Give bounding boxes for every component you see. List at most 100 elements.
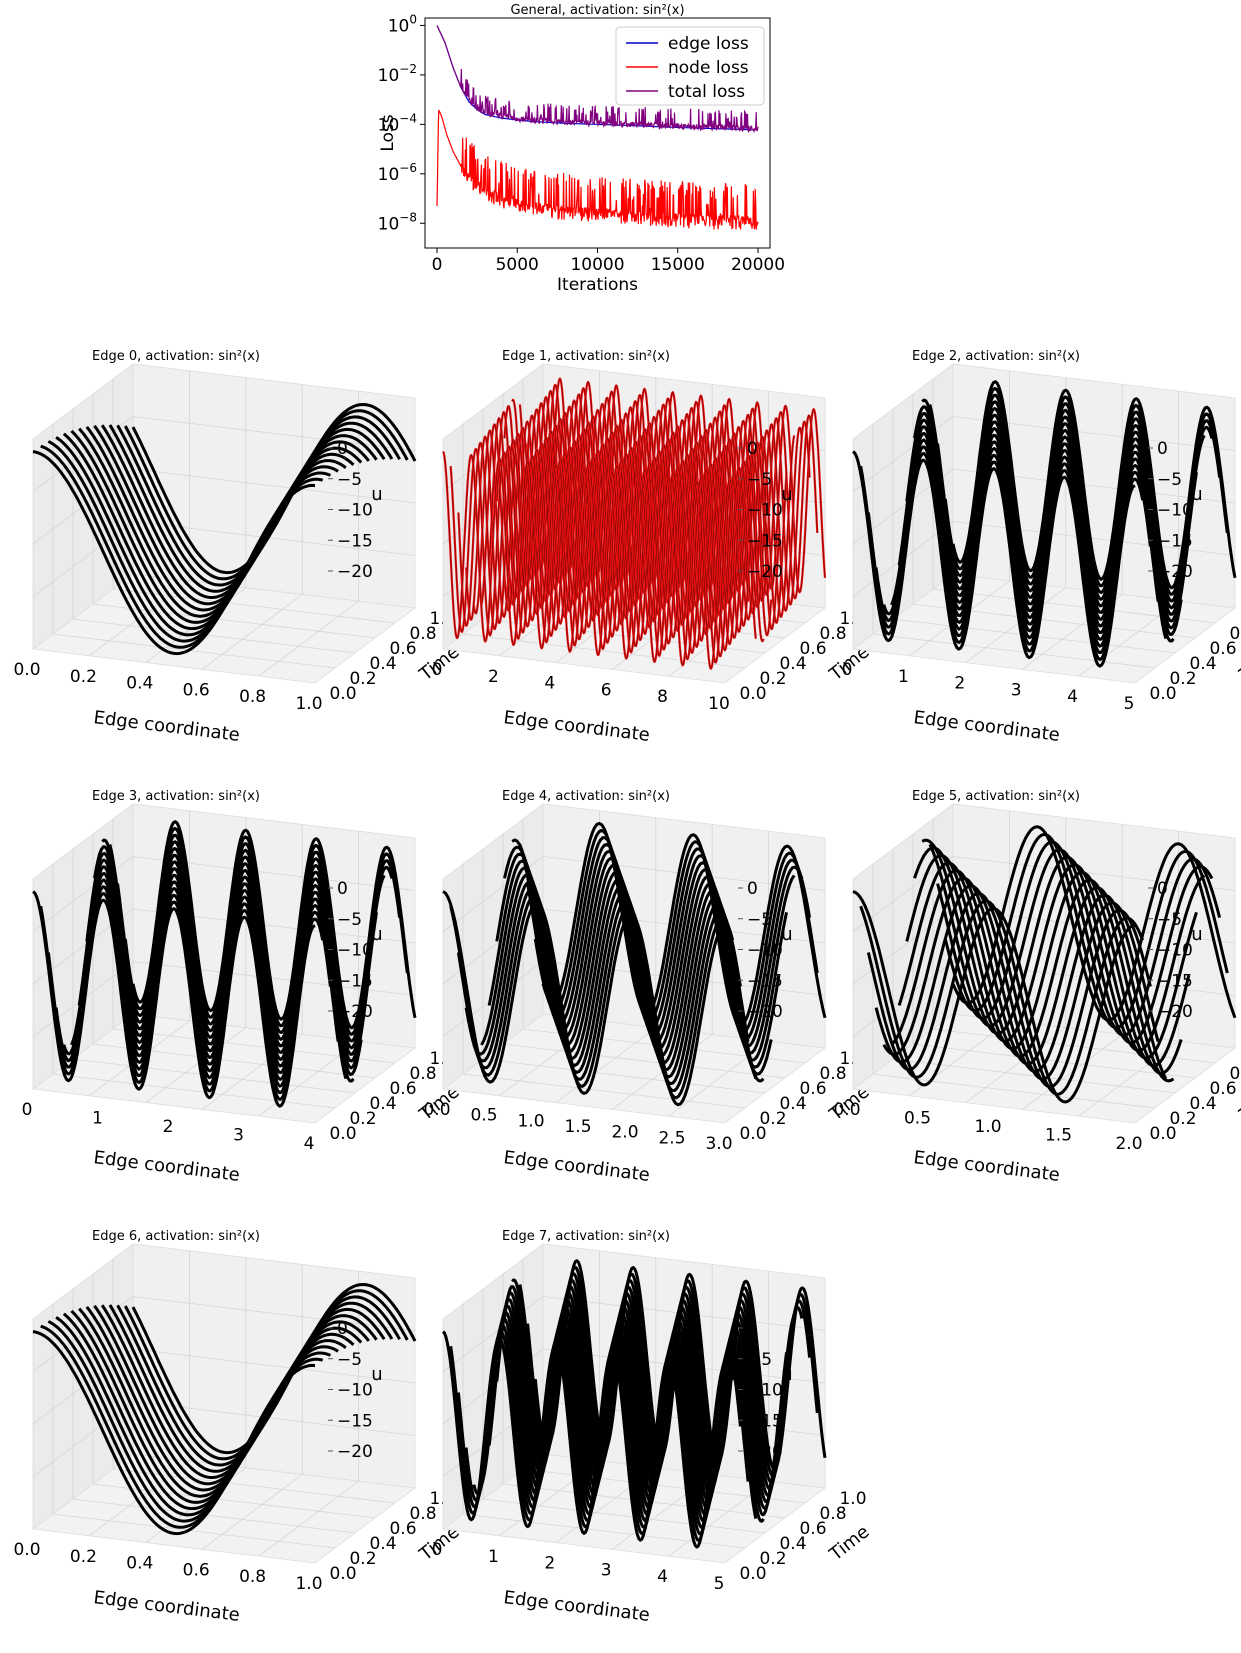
loss-y-axis-label: Loss (378, 114, 398, 151)
edge-panel-2: Edge 2, activation: sin²(x) 0 1 2 3 4 5 Edge co… (842, 349, 1241, 746)
grid-line (52, 1073, 336, 1109)
time-slice-curve (78, 1307, 363, 1498)
edge-y-tick-label: 1.0 (839, 1489, 866, 1509)
edge-y-tick-label: 0.4 (779, 1534, 806, 1554)
edge-panel-title: Edge 1, activation: sin²(x) (502, 349, 670, 364)
grid-line (852, 908, 954, 985)
edge-y-tick-label: 0.2 (759, 1109, 786, 1129)
edge-z-tick-label: −15 (337, 1411, 373, 1431)
edge-x-tick-label: 8 (657, 687, 668, 707)
edge-y-tick-label: 0.8 (819, 624, 846, 644)
time-slice-curve (541, 821, 827, 1027)
edge-x-tick-label: 0.5 (470, 1106, 497, 1126)
edge-x-tick-label: 1.0 (295, 1574, 322, 1594)
edge-y-tick-label: 0.2 (759, 669, 786, 689)
loss-x-tick-label: 0 (432, 255, 443, 275)
edge-panel-0: Edge 0, activation: sin²(x)0.0 0.2 0.4 0.6 0… (13, 349, 463, 746)
time-slice-curve (441, 1330, 726, 1549)
edge-z-tick-label: −15 (747, 1411, 783, 1431)
edge-y-tick-label: 0.8 (409, 1504, 436, 1524)
edge-z-axis-label: u (1191, 924, 1202, 945)
edge-y-tick-label: 0.4 (779, 654, 806, 674)
edge-x-tick-label: 0.6 (183, 680, 210, 700)
edge-panel-title: Edge 5, activation: sin²(x) (912, 789, 1080, 804)
grid-line (72, 618, 356, 654)
time-slice-curve (874, 884, 1160, 1081)
time-slice-curve (472, 873, 758, 1080)
loss-x-tick-label: 15000 (651, 255, 705, 275)
edge-z-tick-label: −20 (1157, 1002, 1193, 1022)
edge-panel-title: Edge 7, activation: sin²(x) (502, 1229, 670, 1244)
edge-x-axis-label: Edge coordinate (912, 1147, 1060, 1186)
edge-panel-1: Edge 1, activation: sin²(x) 0 2 4 6 8 10 Edge c… (432, 349, 874, 746)
edge-y-tick-label: 0.8 (819, 1064, 846, 1084)
edge-x-tick-label: 4 (304, 1134, 315, 1154)
time-slice-curve (921, 838, 1206, 1052)
edge-y-tick-label: 0.4 (1189, 654, 1216, 674)
edge-x-tick-label: 2 (488, 667, 499, 687)
edge-panel-title: Edge 0, activation: sin²(x) (92, 349, 260, 364)
edge-y-tick-label: 0.6 (799, 639, 826, 659)
edge-z-tick-label: 0 (1157, 439, 1168, 459)
loss-x-axis-label: Iterations (557, 275, 638, 295)
time-slice-curve (852, 890, 1136, 1104)
edge-y-tick-label: 0.6 (1209, 1079, 1236, 1099)
grid-line (52, 1513, 336, 1549)
edge-z-tick-label: 0 (747, 1319, 758, 1339)
edge-z-tick-label: −15 (337, 971, 373, 991)
time-slice-curve (913, 846, 1198, 1060)
edge-x-tick-label: 0.6 (183, 1560, 210, 1580)
edge-x-tick-label: 2.0 (611, 1123, 638, 1143)
edge-z-tick-label: −10 (747, 1381, 783, 1401)
edge-panel-4: Edge 4, activation: sin²(x) 0.0 0.5 1.0 1.5 2… (423, 789, 873, 1186)
edge-y-tick-label: 0.0 (329, 1124, 356, 1144)
edge-z-tick-label: −5 (1157, 910, 1182, 930)
edge-z-tick-label: −10 (1157, 501, 1193, 521)
edge-x-tick-label: 0.8 (239, 687, 266, 707)
edge-x-tick-label: 0 (842, 660, 853, 680)
edge-y-tick-label: 0.4 (779, 1094, 806, 1114)
grid-line (258, 600, 359, 677)
time-slice-curve-outline (458, 442, 741, 657)
edge-y-tick-label: 0.4 (369, 1094, 396, 1114)
edge-y-tick-label: 0.6 (799, 1519, 826, 1539)
time-slice-curve (456, 887, 742, 1092)
edge-x-tick-label: 0.2 (70, 1547, 97, 1567)
edge-y-tick-label: 0.0 (739, 1564, 766, 1584)
edge-z-tick-label: −15 (1157, 531, 1193, 551)
time-slice-curve (928, 843, 1214, 1045)
grid-line (258, 1480, 359, 1557)
edge-x-tick-label: 0.4 (126, 1554, 153, 1574)
edge-y-tick-label: 0.6 (389, 639, 416, 659)
edge-x-tick-label: 1 (92, 1109, 103, 1129)
edge-x-axis-label: Edge coordinate (502, 1587, 650, 1626)
edge-x-tick-label: 2.0 (1115, 1134, 1142, 1154)
time-slice-curve (32, 1330, 316, 1536)
edge-x-tick-label: 4 (1067, 687, 1078, 707)
loss-series-node-loss (436, 109, 759, 230)
edge-y-tick-label: 0.2 (1169, 1109, 1196, 1129)
edge-y-tick-label: 0.0 (739, 1124, 766, 1144)
edge-z-tick-label: −10 (337, 1381, 373, 1401)
edge-z-axis-label: u (371, 924, 382, 945)
edge-z-tick-label: −20 (747, 1002, 783, 1022)
edge-x-tick-label: 1 (898, 667, 909, 687)
edge-panel-3: Edge 3, activation: sin²(x) 0 1 2 3 4 Edge coo… (22, 789, 464, 1186)
time-slice-curve (882, 876, 1168, 1080)
edge-x-tick-label: 0.8 (239, 1567, 266, 1587)
grid-line (555, 1027, 657, 1103)
time-slice-curve-outline (442, 451, 726, 670)
edge-x-tick-label: 2 (544, 1554, 555, 1574)
edge-z-tick-label: −20 (1157, 562, 1193, 582)
edge-z-tick-label: −5 (337, 910, 362, 930)
edge-y-tick-label: 0.2 (759, 1549, 786, 1569)
edge-x-axis-label: Edge coordinate (912, 707, 1060, 746)
edge-y-tick-label: 0.4 (1189, 1094, 1216, 1114)
edge-y-tick-label: 0.8 (409, 1064, 436, 1084)
time-slice-curve (32, 890, 316, 1108)
grid-line (1078, 1040, 1179, 1117)
edge-panel-title: Edge 2, activation: sin²(x) (912, 349, 1080, 364)
grid-line (145, 1027, 247, 1103)
legend-label-node-loss: node loss (668, 58, 749, 78)
